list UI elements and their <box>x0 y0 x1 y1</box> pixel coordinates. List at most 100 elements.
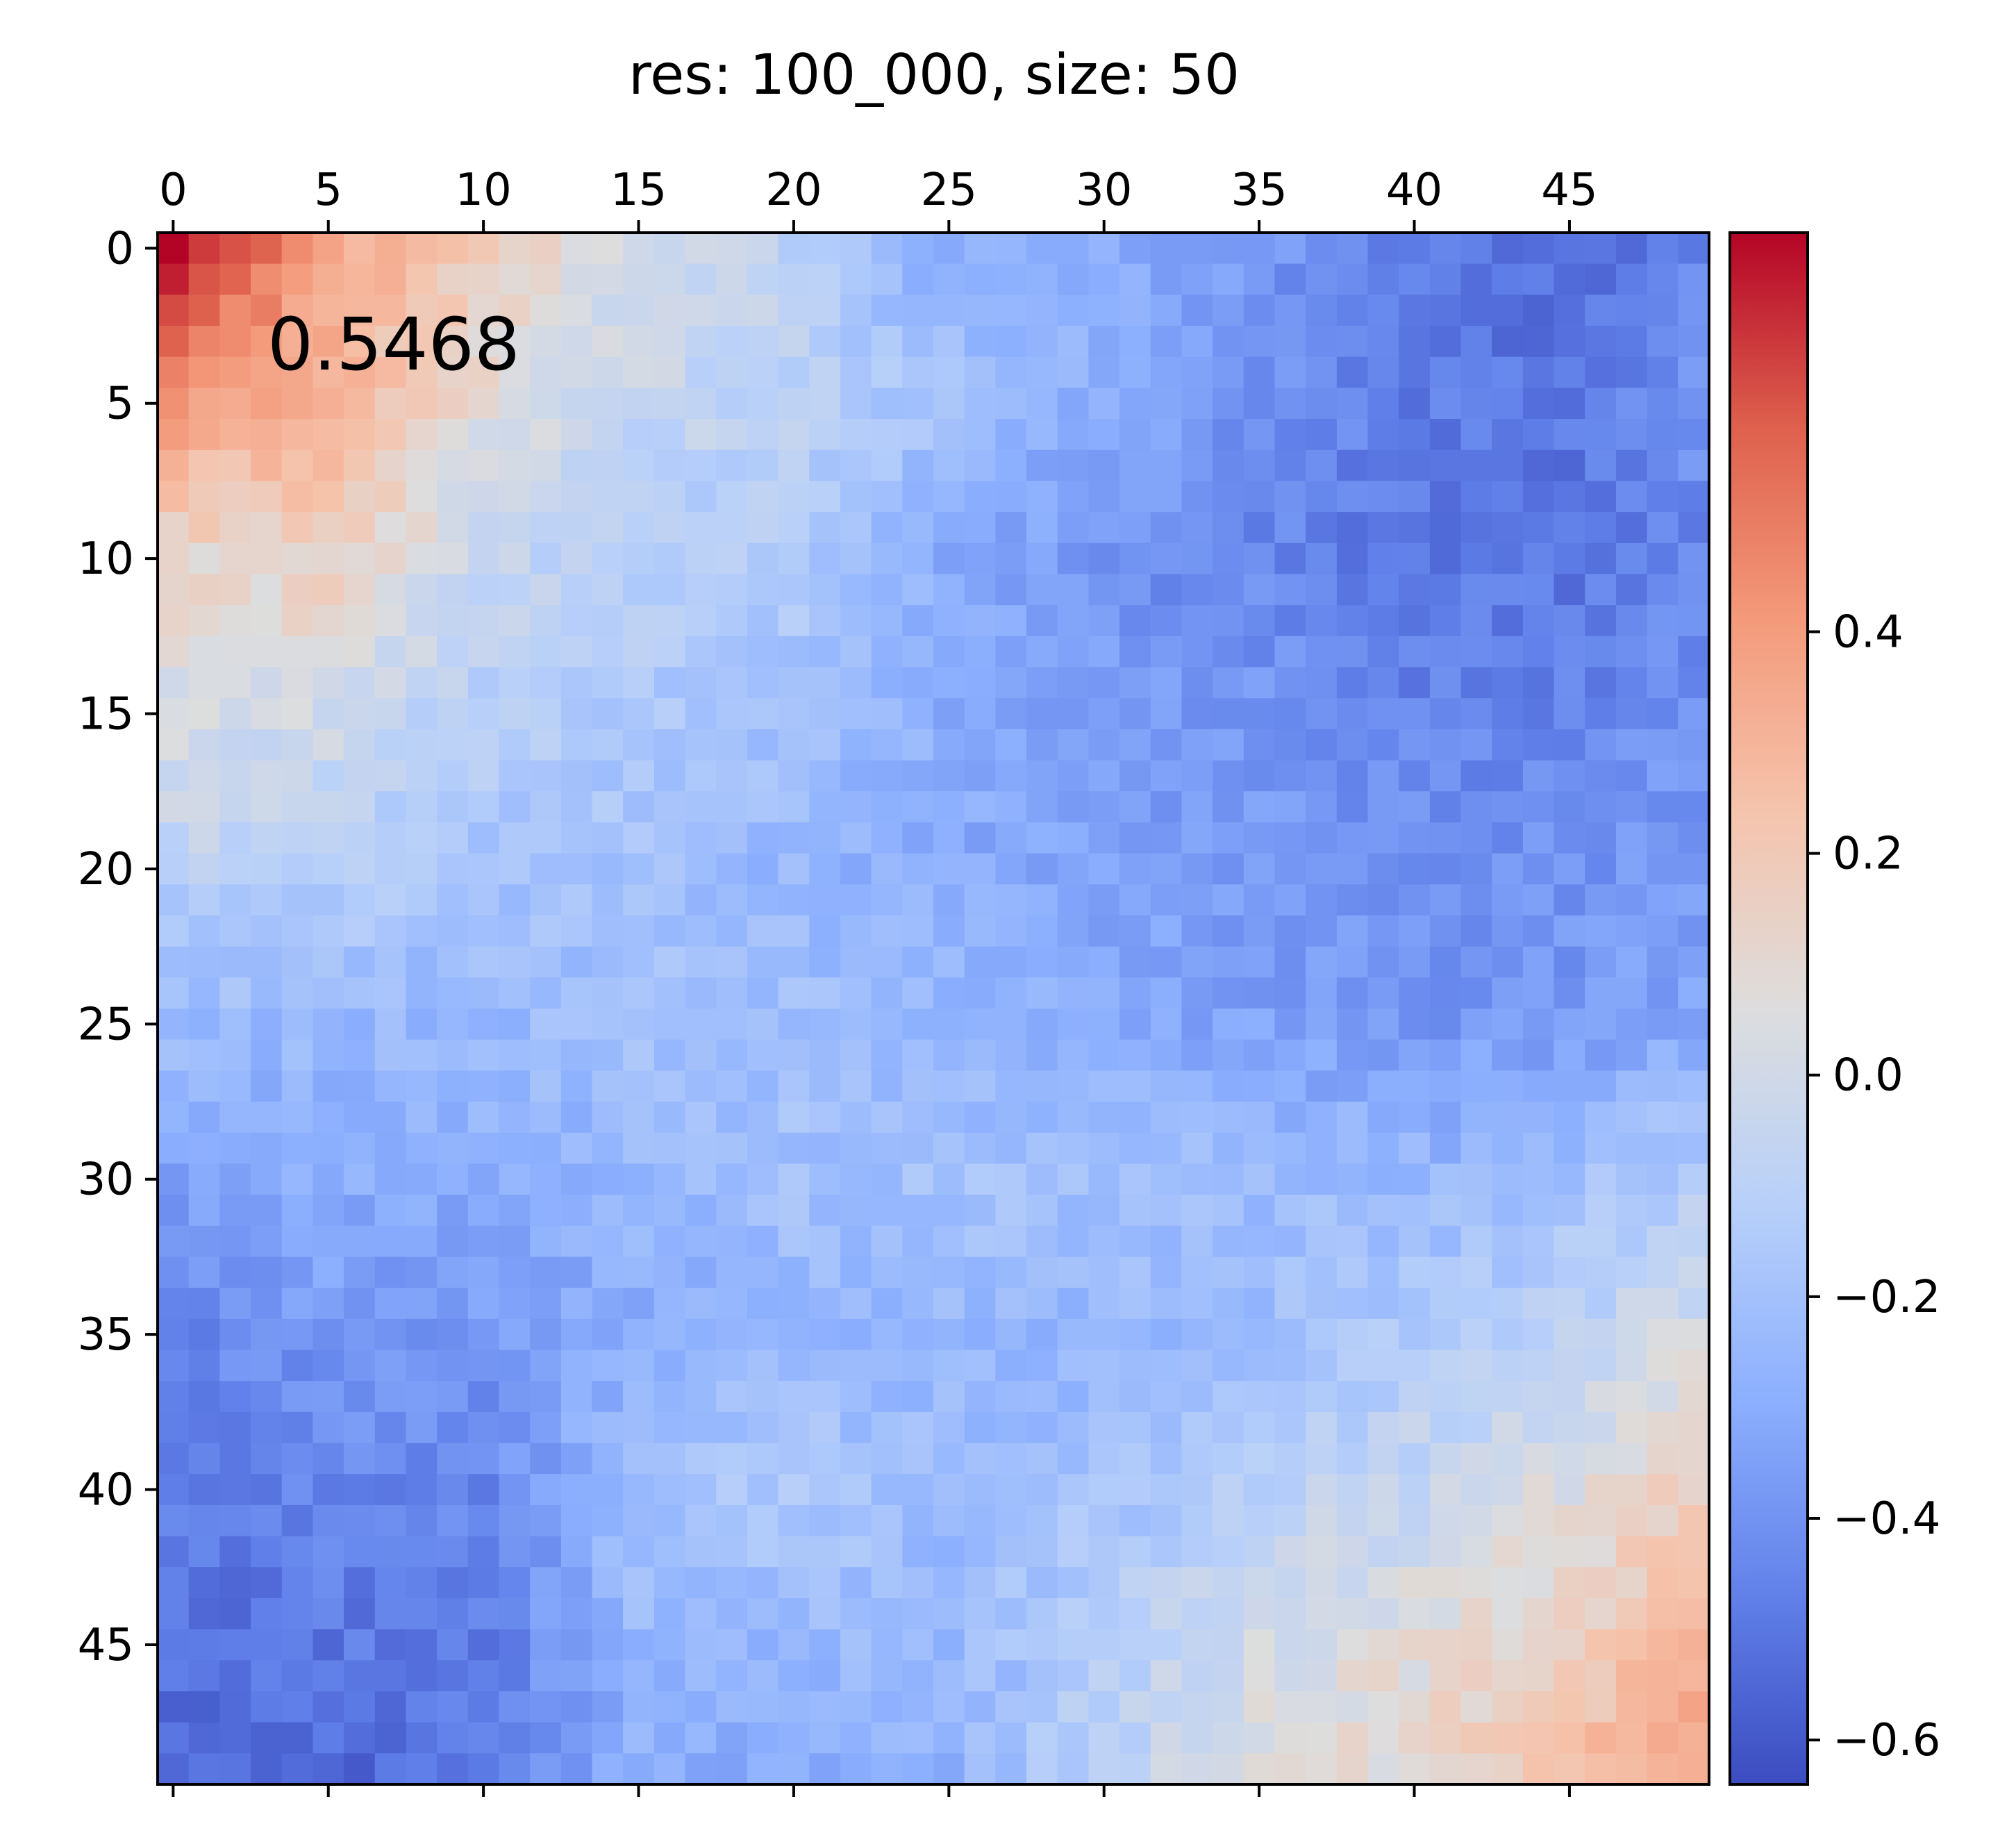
heatmap-cell <box>1615 1753 1648 1785</box>
heatmap-cell <box>251 729 283 761</box>
heatmap-cell <box>747 356 779 388</box>
heatmap-cell <box>188 760 220 792</box>
heatmap-cell <box>871 1070 903 1102</box>
heatmap-cell <box>251 388 283 420</box>
heatmap-cell <box>1553 1132 1585 1164</box>
heatmap-cell <box>530 1039 562 1071</box>
heatmap-cell <box>499 1195 531 1227</box>
heatmap-cell <box>1306 356 1338 388</box>
heatmap-cell <box>158 326 190 358</box>
heatmap-cell <box>1150 1536 1183 1568</box>
heatmap-cell <box>1181 481 1213 513</box>
heatmap-cell <box>406 574 438 606</box>
heatmap-cell <box>1647 853 1678 885</box>
heatmap-cell <box>902 977 934 1009</box>
heatmap-cell <box>530 1009 562 1040</box>
heatmap-cell <box>1615 977 1648 1009</box>
heatmap-cell <box>1429 760 1462 792</box>
heatmap-cell <box>344 1536 376 1568</box>
heatmap-cell <box>1460 1009 1492 1040</box>
heatmap-cell <box>995 1504 1027 1537</box>
heatmap-cell <box>778 512 810 544</box>
heatmap-cell <box>251 1318 283 1351</box>
heatmap-cell <box>251 1753 283 1785</box>
heatmap-cell <box>1119 295 1151 326</box>
heatmap-cell <box>1553 1536 1585 1568</box>
heatmap-cell <box>1057 1318 1089 1351</box>
heatmap-cell <box>1336 1225 1369 1258</box>
heatmap-cell <box>623 481 655 513</box>
heatmap-cell <box>1522 1256 1555 1288</box>
heatmap-cell <box>653 1504 686 1537</box>
heatmap-cell <box>1399 884 1431 916</box>
heatmap-cell <box>1615 326 1648 358</box>
heatmap-cell <box>313 1102 344 1134</box>
heatmap-cell <box>158 356 190 388</box>
heatmap-cell <box>560 946 593 978</box>
heatmap-cell <box>188 1102 220 1134</box>
heatmap-cell <box>1336 419 1369 451</box>
heatmap-cell <box>560 1225 593 1258</box>
heatmap-cell <box>1585 822 1617 854</box>
heatmap-cell <box>1585 667 1617 699</box>
heatmap-cell <box>1522 356 1555 388</box>
heatmap-cell <box>1274 760 1306 792</box>
heatmap-cell <box>499 574 531 606</box>
heatmap-cell <box>1492 512 1524 544</box>
heatmap-cell <box>1585 605 1617 637</box>
heatmap-cell <box>747 667 779 699</box>
heatmap-cell <box>219 512 251 544</box>
heatmap-cell <box>1213 1195 1244 1227</box>
heatmap-cell <box>560 698 593 730</box>
heatmap-cell <box>530 1753 562 1785</box>
heatmap-cell <box>1615 915 1648 947</box>
heatmap-cell <box>188 1009 220 1040</box>
heatmap-cell <box>437 636 469 668</box>
heatmap-cell <box>1336 449 1369 482</box>
heatmap-cell <box>1647 884 1678 916</box>
heatmap-cell <box>530 1225 562 1258</box>
heatmap-cell <box>1088 915 1120 947</box>
heatmap-cell <box>1522 449 1555 482</box>
heatmap-cell <box>1088 449 1120 482</box>
heatmap-cell <box>1647 822 1678 854</box>
heatmap-cell <box>1553 1443 1585 1475</box>
heatmap-cell <box>1306 1256 1338 1288</box>
heatmap-cell <box>1150 1256 1183 1288</box>
heatmap-cell <box>1647 1132 1678 1164</box>
heatmap-cell <box>685 1256 717 1288</box>
heatmap-cell <box>1553 1629 1585 1661</box>
heatmap-cell <box>251 605 283 637</box>
heatmap-cell <box>374 1753 407 1785</box>
heatmap-cell <box>1522 853 1555 885</box>
heatmap-cell <box>1057 1381 1089 1413</box>
heatmap-cell <box>1150 1039 1183 1071</box>
heatmap-cell <box>530 263 562 295</box>
heatmap-cell <box>1119 481 1151 513</box>
heatmap-cell <box>1399 1722 1431 1754</box>
heatmap-cell <box>840 1256 872 1288</box>
heatmap-cell <box>530 1722 562 1754</box>
heatmap-cell <box>219 1753 251 1785</box>
heatmap-cell <box>437 1660 469 1692</box>
x-tick-label: 35 <box>1231 165 1287 216</box>
heatmap-cell <box>1026 326 1058 358</box>
heatmap-cell <box>995 1691 1027 1723</box>
heatmap-cell <box>716 791 748 823</box>
heatmap-cell <box>313 388 344 420</box>
heatmap-cell <box>344 698 376 730</box>
heatmap-cell <box>530 1132 562 1164</box>
heatmap-cell <box>1150 1753 1183 1785</box>
heatmap-cell <box>1460 1411 1492 1444</box>
heatmap-cell <box>840 1070 872 1102</box>
heatmap-cell <box>1553 946 1585 978</box>
heatmap-cell <box>747 1598 779 1630</box>
heatmap-cell <box>1274 698 1306 730</box>
heatmap-cell <box>1678 1009 1710 1040</box>
heatmap-cell <box>281 977 313 1009</box>
heatmap-cell <box>964 1536 996 1568</box>
heatmap-cell <box>219 542 251 575</box>
heatmap-cell <box>467 512 500 544</box>
heatmap-cell <box>964 1163 996 1195</box>
heatmap-cell <box>716 574 748 606</box>
